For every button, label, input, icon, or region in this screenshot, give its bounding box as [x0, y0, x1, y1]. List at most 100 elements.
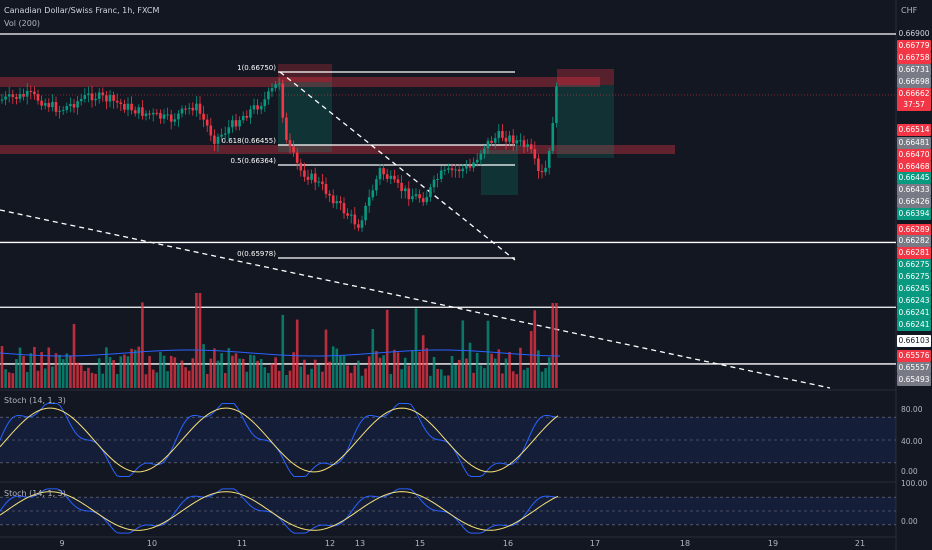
short-target-zone [557, 85, 614, 158]
fib-label-1: 0.618(0.66455) [222, 137, 277, 145]
candle-body [508, 135, 511, 142]
volume-bar [407, 365, 411, 388]
stoch-axis-label: 0.00 [901, 467, 918, 476]
volume-bar [461, 320, 465, 388]
candle-body [245, 115, 249, 118]
candle-body [515, 140, 519, 144]
price-tag: 0.66275 [897, 259, 931, 271]
candle-body [141, 107, 144, 116]
candle-body [303, 170, 306, 177]
candle-body [15, 96, 18, 99]
candle-body [108, 95, 112, 102]
candle-body [501, 130, 504, 138]
volume-bar [295, 319, 299, 388]
volume-bar [400, 369, 403, 388]
candle-body [533, 149, 537, 159]
candle-body [205, 119, 209, 126]
volume-bar [529, 331, 533, 388]
candle-body [342, 203, 346, 214]
candle-body [421, 198, 425, 203]
volume-bar [162, 355, 166, 388]
price-tag: 0.66445 [897, 172, 931, 184]
volume-bar [540, 371, 544, 388]
price-tag: 0.65557 [897, 362, 931, 374]
volume-bar [385, 309, 389, 388]
volume-bar [501, 373, 504, 388]
volume-bar [227, 348, 231, 388]
volume-bar [450, 355, 454, 388]
candle-body [54, 101, 58, 112]
candle-body [61, 109, 65, 111]
candle-body [292, 146, 295, 153]
stoch-2-d-line [0, 491, 559, 531]
volume-bar [141, 302, 144, 388]
stoch-axis-label: 0.00 [901, 517, 918, 526]
price-tag: 0.66468 [897, 161, 931, 173]
candle-body [119, 102, 123, 105]
volume-bar [371, 329, 375, 388]
volume-bar [533, 310, 537, 388]
candle-body [555, 86, 558, 124]
candle-body [393, 175, 396, 180]
volume-bar [25, 372, 29, 388]
volume-bar [36, 370, 40, 388]
candle-body [295, 152, 299, 163]
volume-bar [213, 348, 216, 388]
candle-body [137, 107, 141, 114]
candle-body [162, 114, 166, 119]
candle-body [328, 193, 331, 196]
volume-bar [285, 374, 288, 388]
volume-bar [47, 347, 51, 388]
candle-body [123, 104, 126, 110]
candle-body [101, 92, 105, 96]
volume-bar [411, 350, 414, 388]
symbol-title: Canadian Dollar/Swiss Franc, 1h, FXCM [4, 6, 160, 15]
volume-bar [378, 357, 382, 388]
volume-bar [389, 373, 393, 388]
volume-bar [364, 368, 367, 388]
volume-bar [515, 374, 519, 388]
stoch-label-1: Stoch (14, 1, 3) [4, 396, 66, 405]
volume-bar [126, 356, 130, 388]
candle-body [25, 90, 29, 97]
volume-bar [457, 359, 461, 388]
candle-body [166, 114, 169, 116]
candle-body [177, 113, 180, 120]
candle-body [256, 105, 259, 110]
candle-body [0, 99, 4, 101]
candle-body [90, 93, 94, 101]
volume-bar [486, 320, 490, 388]
volume-bar [555, 303, 558, 388]
volume-bar [393, 349, 396, 388]
trendline-long [0, 209, 831, 389]
volume-bar [292, 352, 295, 388]
volume-bar [537, 350, 540, 388]
candle-body [335, 201, 339, 204]
candle-body [148, 113, 151, 115]
price-tag: 0.66514 [897, 124, 931, 136]
candle-body [306, 176, 310, 180]
volume-bar [432, 356, 436, 388]
volume-bar [112, 360, 115, 388]
candle-body [69, 103, 72, 107]
volume-bar [58, 354, 61, 388]
volume-bar [421, 335, 425, 388]
candle-body [187, 107, 191, 109]
price-tag: 0.66698 [897, 76, 931, 88]
volume-bar [274, 357, 277, 388]
candle-body [331, 195, 335, 204]
price-tag: 0.65576 [897, 350, 931, 362]
price-tag: 0.66245 [897, 283, 931, 295]
x-axis-label: 11 [237, 539, 247, 548]
candle-body [198, 103, 202, 114]
volume-bar [202, 344, 205, 388]
volume-bar [166, 371, 169, 388]
candle-body [475, 159, 479, 163]
position-stop-zone [278, 64, 332, 82]
volume-bar [43, 368, 47, 388]
x-axis-label: 16 [503, 539, 513, 548]
candle-body [115, 100, 119, 103]
candle-body [72, 103, 76, 108]
volume-bar [76, 362, 79, 388]
